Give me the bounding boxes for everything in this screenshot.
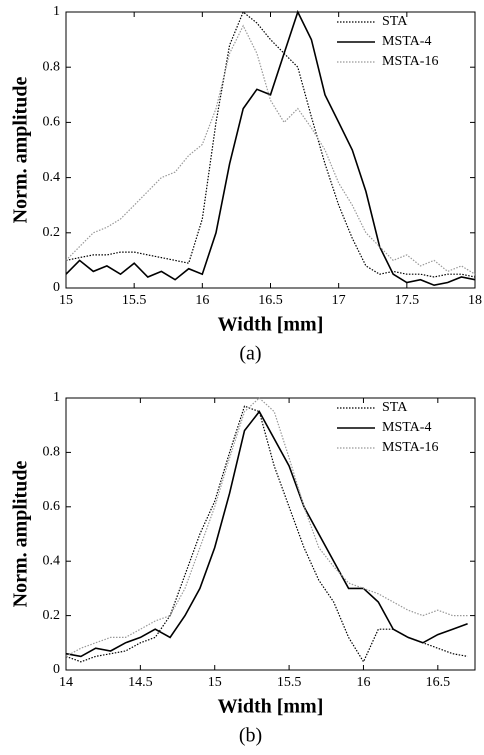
legend-label: STA [382,400,408,415]
series-line [65,11,476,278]
y-tick-label: 0.2 [43,225,61,240]
y-tick-label: 0.4 [43,553,61,568]
x-tick-label: 15 [208,675,222,690]
series-line [65,9,476,287]
caption: (b) [239,725,262,747]
y-tick-label: 0.6 [43,499,61,514]
series-line [65,24,476,275]
x-tick-label: 15.5 [122,293,147,308]
y-tick-label: 0.8 [43,445,61,460]
x-tick-label: 16 [356,675,370,690]
legend-label: STA [382,14,408,29]
x-tick-label: 15 [59,293,73,308]
legend-label: MSTA-4 [382,34,431,49]
x-tick-label: 14 [59,675,73,690]
legend-label: MSTA-16 [382,440,438,455]
y-tick-label: 0.4 [43,170,61,185]
x-tick-label: 16.5 [426,675,451,690]
x-tick-label: 16.5 [258,293,283,308]
x-tick-label: 17.5 [395,293,420,308]
x-tick-label: 17 [332,293,346,308]
y-axis-label: Norm. amplitude [10,461,32,608]
y-axis-label: Norm. amplitude [10,77,32,224]
series-line [65,397,468,657]
y-tick-label: 0 [53,662,60,677]
x-tick-label: 18 [468,293,482,308]
y-tick-label: 0.2 [43,608,61,623]
caption: (a) [239,343,261,365]
series-line [65,410,468,658]
y-tick-label: 1 [53,390,60,405]
y-tick-label: 0.6 [43,115,61,130]
x-tick-label: 14.5 [128,675,153,690]
y-tick-label: 0.8 [43,59,61,74]
legend-label: MSTA-16 [382,54,438,69]
y-tick-label: 1 [53,4,60,19]
x-axis-label: Width [mm] [218,314,324,336]
legend-label: MSTA-4 [382,420,431,435]
x-axis-label: Width [mm] [218,696,324,718]
x-tick-label: 15.5 [277,675,302,690]
plot-area [65,397,476,671]
x-tick-label: 16 [195,293,209,308]
y-tick-label: 0 [53,280,60,295]
